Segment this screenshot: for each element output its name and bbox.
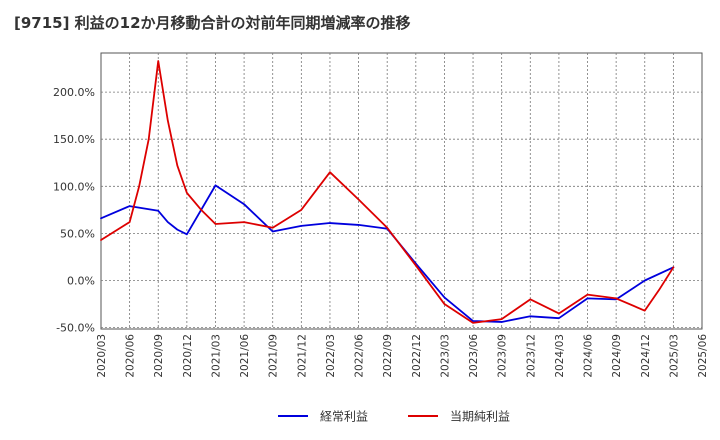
x-tick-label: 2021/09 bbox=[268, 334, 280, 378]
grid-layer bbox=[100, 52, 703, 330]
series-line-1 bbox=[100, 184, 675, 323]
x-tick-label: 2021/12 bbox=[296, 334, 308, 378]
x-tick-label: 2022/06 bbox=[354, 334, 366, 378]
x-tick-label: 2020/06 bbox=[125, 334, 137, 378]
x-tick-label: 2025/06 bbox=[697, 334, 709, 378]
x-tick-label: 2022/09 bbox=[382, 334, 394, 378]
x-tick-label: 2024/03 bbox=[554, 334, 566, 378]
x-tick-label: 2024/12 bbox=[640, 334, 652, 378]
x-tick-label: 2021/06 bbox=[239, 334, 251, 378]
y-tick-label: 100.0% bbox=[53, 180, 95, 193]
x-tick-label: 2020/03 bbox=[96, 334, 108, 378]
y-tick-label: -50.0% bbox=[56, 322, 95, 335]
y-tick-label: 200.0% bbox=[53, 86, 95, 99]
x-tick-label: 2020/09 bbox=[153, 334, 165, 378]
axis-layer: -50.0% 0.0% 50.0% 100.0% 150.0% 200.0% 2020/03… bbox=[53, 86, 709, 378]
y-tick-label: 150.0% bbox=[53, 133, 95, 146]
x-tick-label: 2024/09 bbox=[611, 334, 623, 378]
chart-title: [9715] 利益の12か月移動合計の対前年同期増減率の推移 bbox=[14, 14, 411, 32]
legend-label-2: 当期純利益 bbox=[450, 410, 510, 424]
legend-label-1: 経常利益 bbox=[320, 410, 368, 424]
x-tick-label: 2022/12 bbox=[411, 334, 423, 378]
legend-layer: 経常利益 当期純利益 bbox=[278, 410, 510, 424]
series-line-2 bbox=[100, 60, 675, 324]
x-tick-label: 2025/03 bbox=[668, 334, 680, 378]
series-layer bbox=[100, 60, 675, 324]
y-tick-label: 0.0% bbox=[67, 275, 95, 288]
x-tick-label: 2023/06 bbox=[468, 334, 480, 378]
y-tick-label: 50.0% bbox=[60, 227, 95, 240]
x-tick-label: 2020/12 bbox=[182, 334, 194, 378]
x-tick-label: 2021/03 bbox=[210, 334, 222, 378]
plot-border bbox=[100, 52, 703, 330]
x-tick-label: 2023/12 bbox=[525, 334, 537, 378]
x-tick-label: 2023/03 bbox=[439, 334, 451, 378]
x-tick-label: 2022/03 bbox=[325, 334, 337, 378]
x-tick-label: 2024/06 bbox=[583, 334, 595, 378]
x-tick-label: 2023/09 bbox=[497, 334, 509, 378]
